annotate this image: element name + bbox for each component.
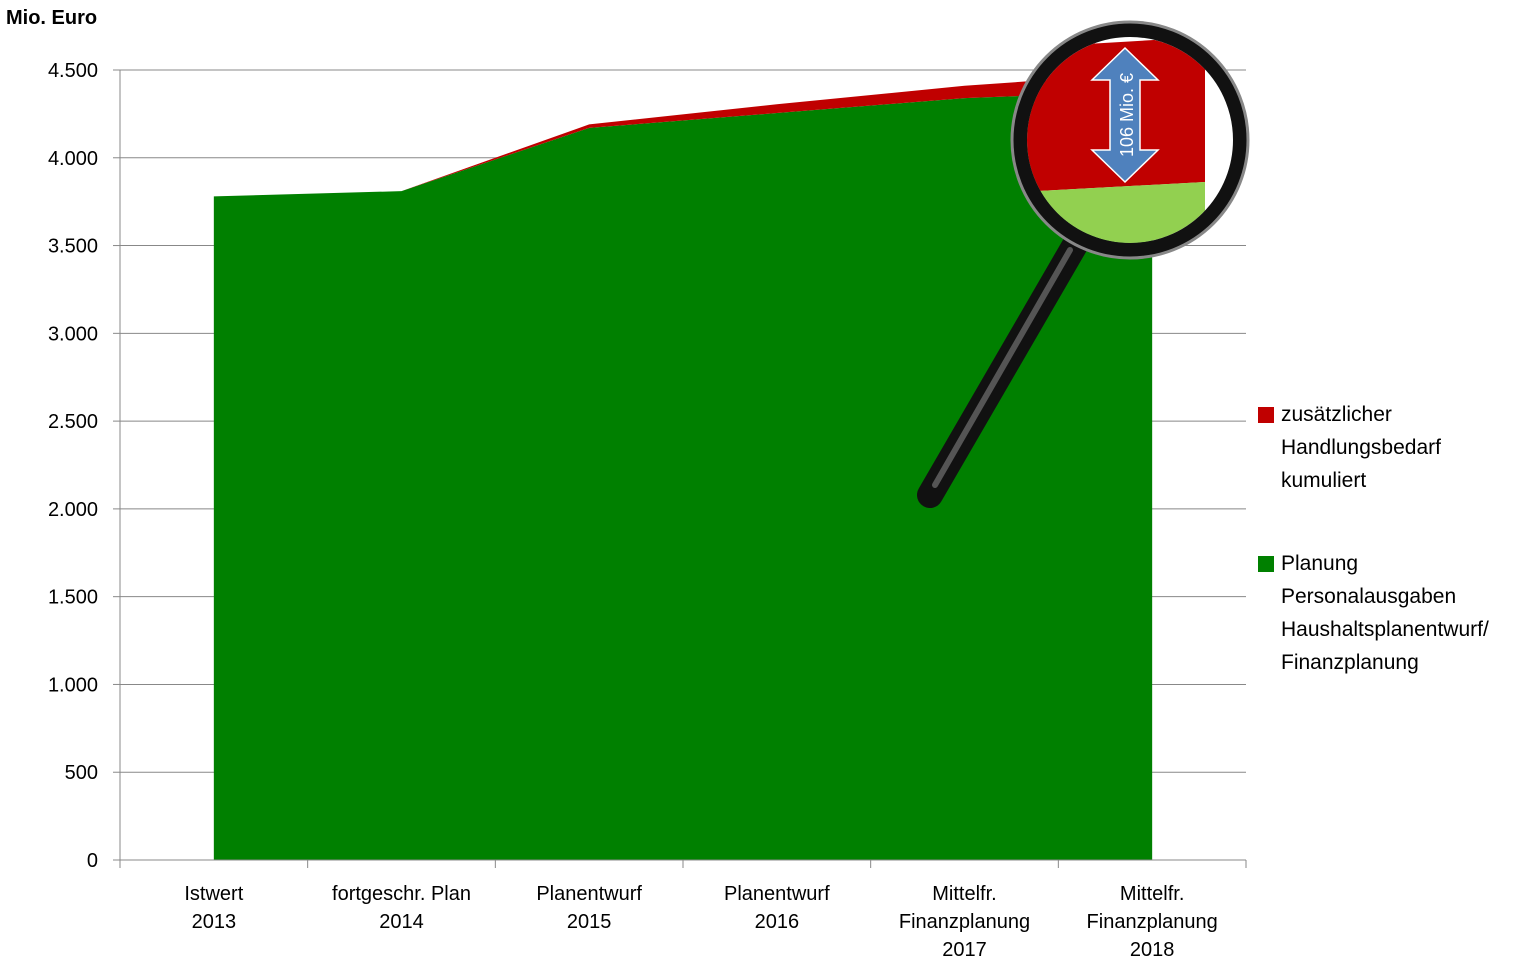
y-tick-label: 0 [87,850,98,872]
x-tick-label: Planentwurf 2016 [724,883,830,933]
legend-swatch [1258,407,1274,423]
legend-label: zusätzlicher Handlungsbedarf kumuliert [1281,403,1441,492]
magnifier: 106 Mio. € [917,20,1250,508]
y-tick-label: 1.500 [48,587,98,609]
area [213,91,1153,861]
y-tick-label: 3.500 [48,236,98,258]
x-tick-label: Planentwurf 2015 [536,883,642,933]
annotation: 106 Mio. € [1117,73,1137,157]
x-tick-label: Mittelfr. Finanzplanung 2018 [1086,883,1218,961]
y-tick-label: 2.000 [48,499,98,521]
y-tick-label: 3.000 [48,323,98,345]
y-axis-title: Mio. Euro [6,7,97,29]
y-tick-label: 500 [65,762,98,784]
x-tick-label: Istwert 2013 [184,883,244,933]
y-tick-label: 4.500 [48,60,98,82]
legend-item: Planung Personalausgaben Haushaltsplanen… [1258,547,1518,679]
legend-label: Planung Personalausgaben Haushaltsplanen… [1281,552,1489,674]
y-tick-label: 4.000 [48,148,98,170]
y-tick-label: 1.000 [48,674,98,696]
y-tick-label: 2.500 [48,411,98,433]
legend-swatch [1258,556,1274,572]
x-tick-label: fortgeschr. Plan 2014 [332,883,471,933]
x-tick-label: Mittelfr. Finanzplanung 2017 [898,883,1031,961]
legend-item: zusätzlicher Handlungsbedarf kumuliert [1258,398,1518,497]
